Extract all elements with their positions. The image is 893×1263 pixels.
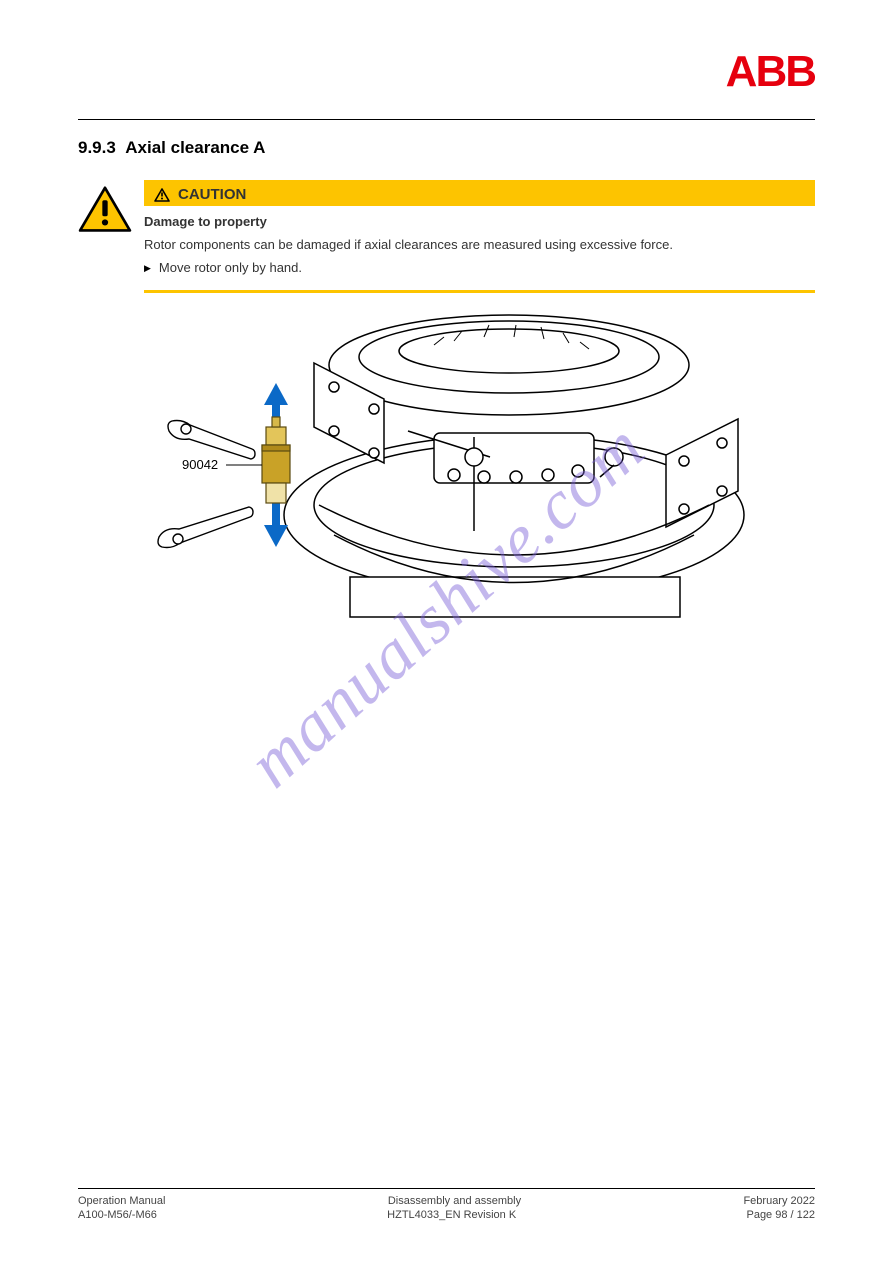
caution-label: CAUTION [178,186,246,203]
caution-bullet: Move rotor only by hand. [144,258,815,278]
wrench-bottom [158,507,253,548]
caution-bar-bottom [144,290,815,293]
section-heading: 9.9.3 Axial clearance A [78,138,815,158]
footer-row-2: A100-M56/-M66 HZTL4033_EN Revision K Pag… [78,1209,815,1223]
section-title-text: Axial clearance A [125,138,265,157]
caution-body: Damage to property Rotor components can … [144,206,815,278]
header: ABB [78,50,815,94]
footer-divider [78,1188,815,1189]
turbocharger-figure: 90042 [144,305,764,625]
section-number: 9.9.3 [78,138,116,157]
warning-triangle-icon [78,186,132,234]
caution-lead: Damage to property [144,214,267,229]
caution-block: CAUTION Damage to property Rotor compone… [78,180,815,278]
footer-doc-title: Operation Manual [78,1195,165,1207]
caution-header: CAUTION [144,183,815,206]
footer-revision: HZTL4033_EN Revision K [387,1209,516,1221]
footer-row-1: Operation Manual Disassembly and assembl… [78,1195,815,1209]
footer-product: A100-M56/-M66 [78,1209,157,1221]
wrench-top [168,420,255,459]
footer: Operation Manual Disassembly and assembl… [78,1188,815,1223]
caution-content: CAUTION Damage to property Rotor compone… [144,180,815,278]
abb-logo: ABB [726,50,815,94]
footer-page: Page 98 / 122 [746,1209,815,1221]
caution-small-icon [154,188,170,202]
caution-text: Rotor components can be damaged if axial… [144,235,815,255]
footer-chapter: Disassembly and assembly [388,1195,521,1207]
header-divider [78,119,815,120]
footer-date: February 2022 [743,1195,815,1207]
figure-area: 90042 [144,305,815,625]
callout-number: 90042 [182,457,218,472]
